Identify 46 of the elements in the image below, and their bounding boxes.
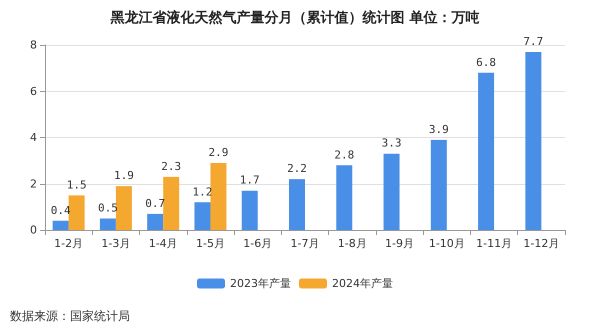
- data-label: 3.3: [382, 136, 402, 150]
- data-label: 6.8: [476, 56, 496, 69]
- bar: [147, 214, 164, 230]
- x-tick-label: 1-3月: [101, 237, 130, 250]
- x-tick-label: 1-6月: [243, 237, 272, 250]
- y-tick-label: 8: [30, 38, 37, 52]
- bar: [116, 186, 132, 230]
- y-tick-label: 4: [30, 131, 37, 144]
- legend-label: 2024年产量: [332, 277, 393, 290]
- bar: [194, 202, 210, 230]
- bar: [525, 52, 542, 230]
- bar: [289, 179, 305, 230]
- y-tick-label: 6: [30, 84, 37, 98]
- data-label: 1.9: [114, 169, 134, 182]
- bar: [52, 220, 69, 230]
- bar: [430, 140, 447, 230]
- data-label: 1.7: [240, 174, 260, 187]
- data-label: 7.7: [523, 34, 544, 48]
- data-label: 3.9: [428, 122, 449, 136]
- x-tick-label: 1-8月: [338, 237, 367, 250]
- x-tick-label: 1-2月: [54, 237, 84, 250]
- y-tick-label: 2: [30, 177, 37, 190]
- x-tick-label: 1-12月: [523, 237, 560, 250]
- bar: [336, 165, 352, 230]
- data-label: 2.2: [287, 162, 307, 176]
- x-tick-label: 1-7月: [290, 237, 320, 250]
- bar: [68, 195, 85, 230]
- legend-label: 2023年产量: [230, 277, 292, 290]
- data-label: 2.9: [208, 146, 228, 159]
- x-tick-label: 1-9月: [385, 237, 414, 250]
- source-note: 数据来源：国家统计局: [10, 309, 130, 323]
- x-tick-label: 1-11月: [476, 237, 512, 250]
- chart-title: 黑龙江省液化天然气产量分月（累计值）统计图 单位：万吨: [110, 9, 480, 26]
- y-tick-label: 0: [30, 224, 37, 236]
- bar: [100, 218, 116, 230]
- x-tick-label: 1-4月: [148, 237, 178, 250]
- bar: [384, 154, 400, 230]
- data-label: 1.5: [66, 178, 87, 192]
- data-label: 2.3: [161, 160, 182, 173]
- data-label: 2.8: [334, 148, 354, 162]
- x-tick-label: 1-5月: [196, 237, 225, 250]
- bar: [478, 72, 494, 230]
- bar: [242, 190, 258, 230]
- bar: [210, 162, 226, 230]
- bar: [163, 176, 180, 230]
- x-tick-label: 1-10月: [428, 237, 465, 250]
